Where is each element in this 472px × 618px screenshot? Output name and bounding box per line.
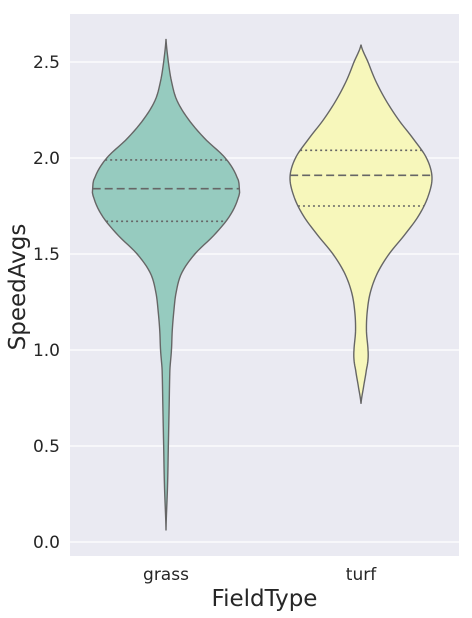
x-axis-label: FieldType	[212, 586, 318, 612]
x-tick-label: grass	[143, 565, 189, 585]
y-tick-label: 0.5	[33, 437, 60, 457]
x-tick-label: turf	[346, 565, 377, 585]
x-tick-labels: grass turf	[143, 565, 377, 585]
y-tick-labels: 0.0 0.5 1.0 1.5 2.0 2.5	[33, 53, 60, 553]
violin-body	[91, 38, 241, 531]
violin-body	[289, 44, 433, 404]
y-tick-label: 2.5	[33, 53, 60, 73]
violin-turf	[289, 44, 433, 404]
y-tick-label: 0.0	[33, 533, 60, 553]
violins	[91, 38, 433, 531]
violin-grass	[91, 38, 241, 531]
plot-background	[70, 14, 459, 556]
y-tick-label: 2.0	[33, 149, 60, 169]
y-tick-label: 1.0	[33, 341, 60, 361]
y-tick-label: 1.5	[33, 245, 60, 265]
y-axis-label: SpeedAvgs	[5, 224, 31, 351]
